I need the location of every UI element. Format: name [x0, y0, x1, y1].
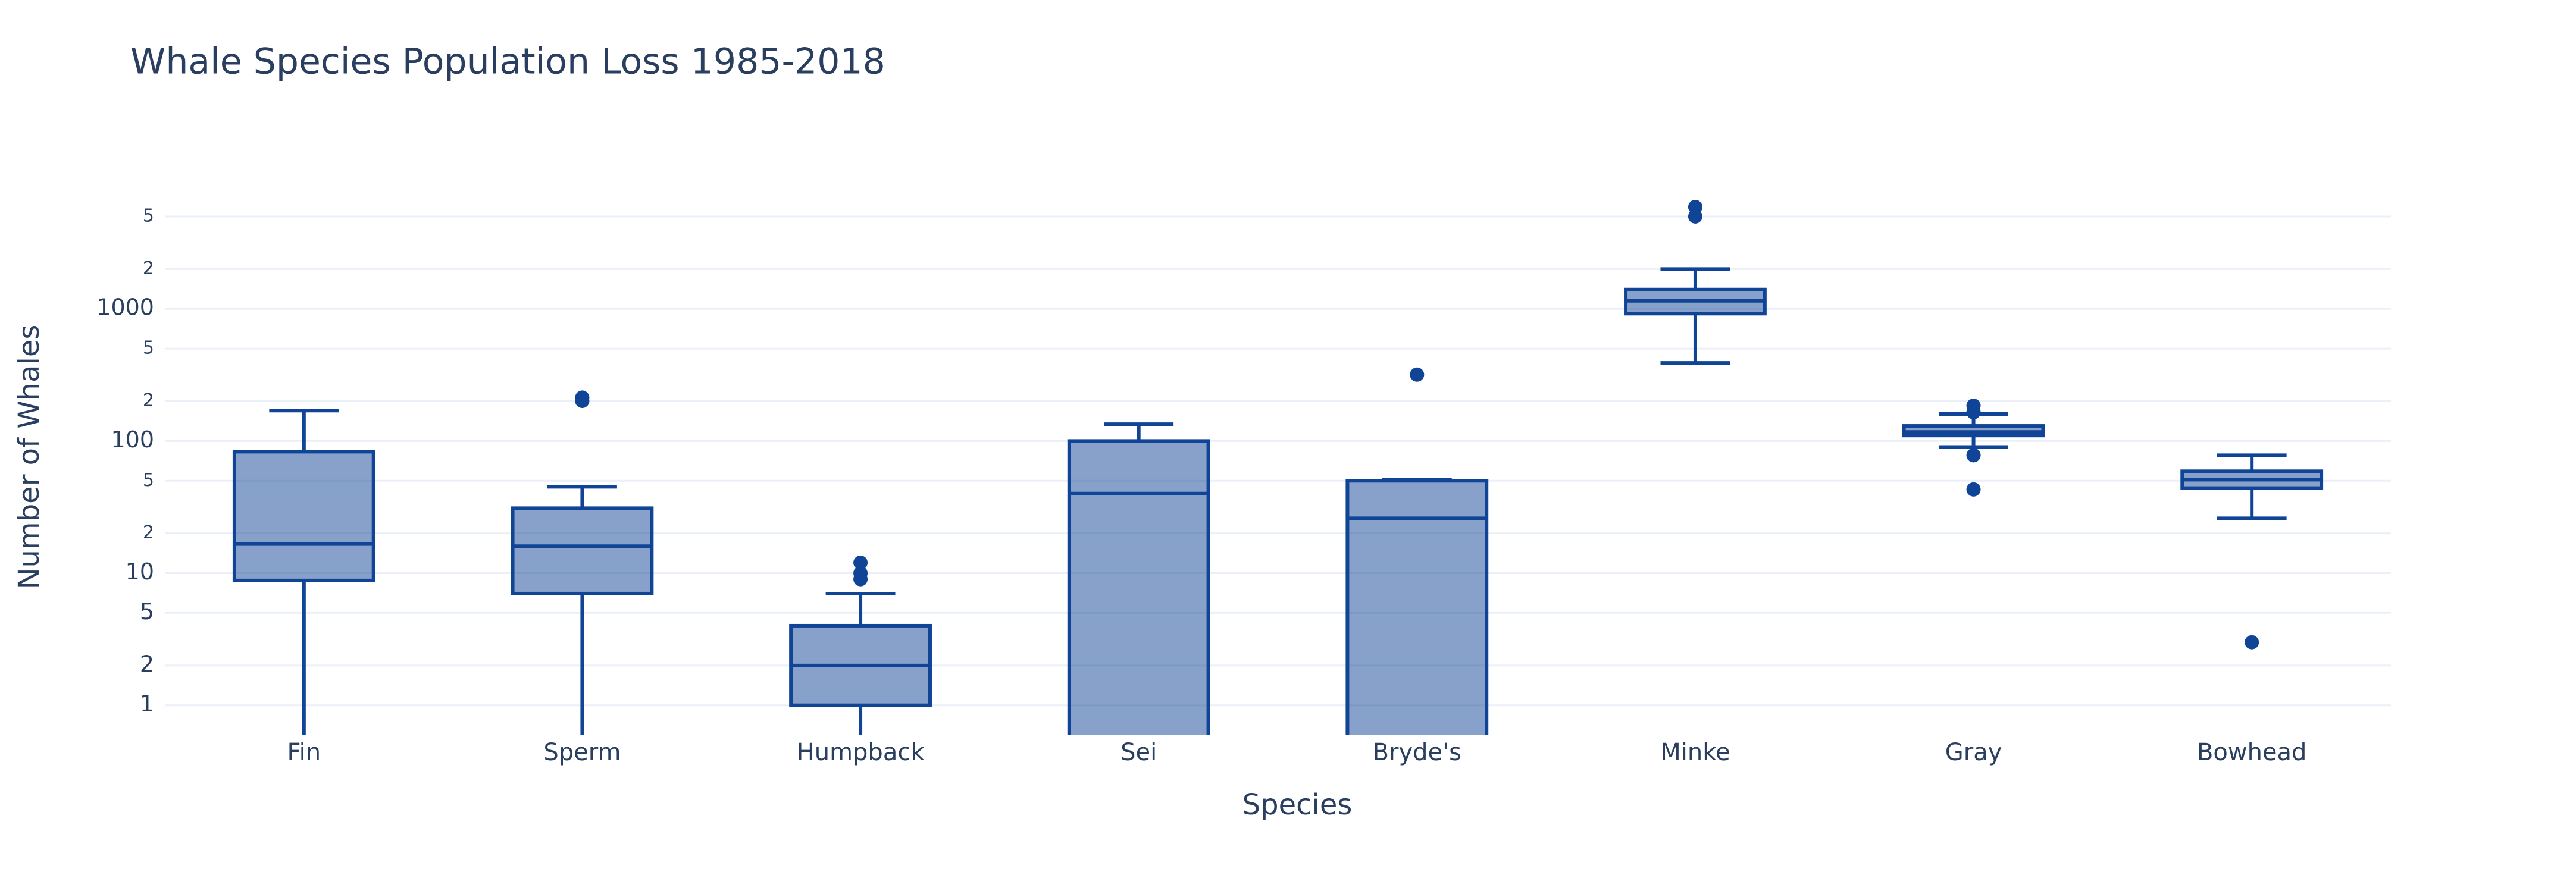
- x-tick-label: Gray: [1945, 739, 2002, 766]
- outlier: [1688, 209, 1702, 224]
- boxes: [232, 199, 2324, 735]
- y-tick-label: 2: [143, 258, 154, 279]
- y-tick-label: 2: [143, 522, 154, 543]
- outlier: [853, 555, 868, 570]
- x-axis-title: Species: [1242, 788, 1353, 821]
- y-tick-label: 5: [143, 470, 154, 491]
- x-tick-label: Bowhead: [2197, 739, 2307, 766]
- x-tick-label: Bryde's: [1373, 739, 1461, 766]
- y-tick-label: 5: [143, 205, 154, 226]
- outlier: [1966, 482, 1981, 497]
- y-axis-title: Number of Whales: [12, 325, 46, 589]
- y-tick-label: 10: [126, 559, 154, 585]
- outlier: [575, 394, 590, 409]
- y-tick-label: 1000: [96, 294, 154, 321]
- outlier: [2245, 635, 2259, 650]
- x-tick-label: Humpback: [797, 739, 925, 766]
- x-tick-label: Sperm: [543, 739, 621, 766]
- y-tick-label: 1: [140, 691, 154, 717]
- outlier: [1410, 367, 1425, 382]
- outlier: [1966, 448, 1981, 463]
- box: [1067, 439, 1210, 735]
- chart-title: Whale Species Population Loss 1985-2018: [130, 41, 885, 83]
- y-tick-label: 5: [143, 338, 154, 359]
- box: [511, 506, 654, 595]
- y-tick-label: 5: [140, 598, 154, 625]
- y-tick-label: 2: [143, 390, 154, 411]
- box: [232, 450, 375, 582]
- outlier: [1966, 405, 1981, 420]
- y-tick-label: 2: [140, 651, 154, 677]
- box: [1345, 479, 1489, 735]
- x-tick-label: Fin: [287, 739, 321, 766]
- x-tick-label: Minke: [1660, 739, 1730, 766]
- y-tick-label: 100: [111, 426, 154, 453]
- x-tick-label: Sei: [1120, 739, 1157, 766]
- outlier: [853, 572, 868, 587]
